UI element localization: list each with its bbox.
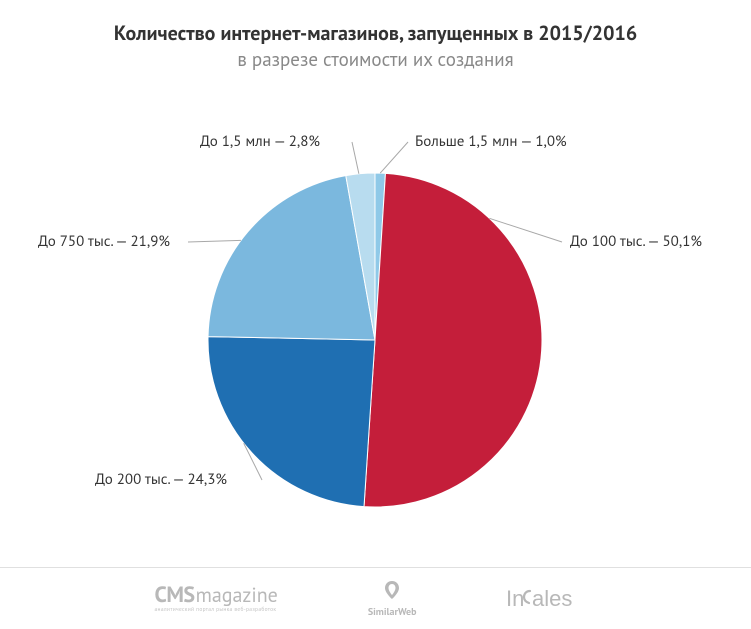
slice-label: До 100 тыс. — 50,1% — [570, 232, 702, 251]
similarweb-logo: SimilarWeb — [368, 579, 417, 618]
leader-line — [188, 240, 241, 242]
cms-logo-bold: CMS — [155, 584, 195, 606]
similarweb-icon — [380, 579, 404, 603]
leader-line — [380, 142, 408, 173]
slice-label: До 750 тыс. — 21,9% — [38, 232, 170, 251]
similarweb-text: SimilarWeb — [368, 605, 417, 618]
slice-label: До 200 тыс. — 24,3% — [95, 470, 227, 489]
slice-label: До 1,5 млн — 2,8% — [200, 132, 320, 151]
insales-logo: In ales — [506, 585, 596, 613]
cms-logo-sub: аналитический портал рынка веб-разработо… — [155, 607, 277, 613]
pie-slice — [208, 337, 375, 507]
insales-text: In ales — [506, 585, 596, 613]
svg-text:In: In — [506, 586, 524, 611]
cms-logo-light: magazine — [196, 585, 278, 605]
svg-text:ales: ales — [532, 586, 572, 611]
slice-label: Больше 1,5 млн — 1,0% — [415, 132, 567, 151]
leader-line — [352, 142, 359, 174]
pie-slice — [364, 173, 542, 507]
footer-logos: CMS magazine аналитический портал рынка … — [0, 567, 751, 629]
cms-magazine-logo: CMS magazine аналитический портал рынка … — [155, 584, 278, 613]
